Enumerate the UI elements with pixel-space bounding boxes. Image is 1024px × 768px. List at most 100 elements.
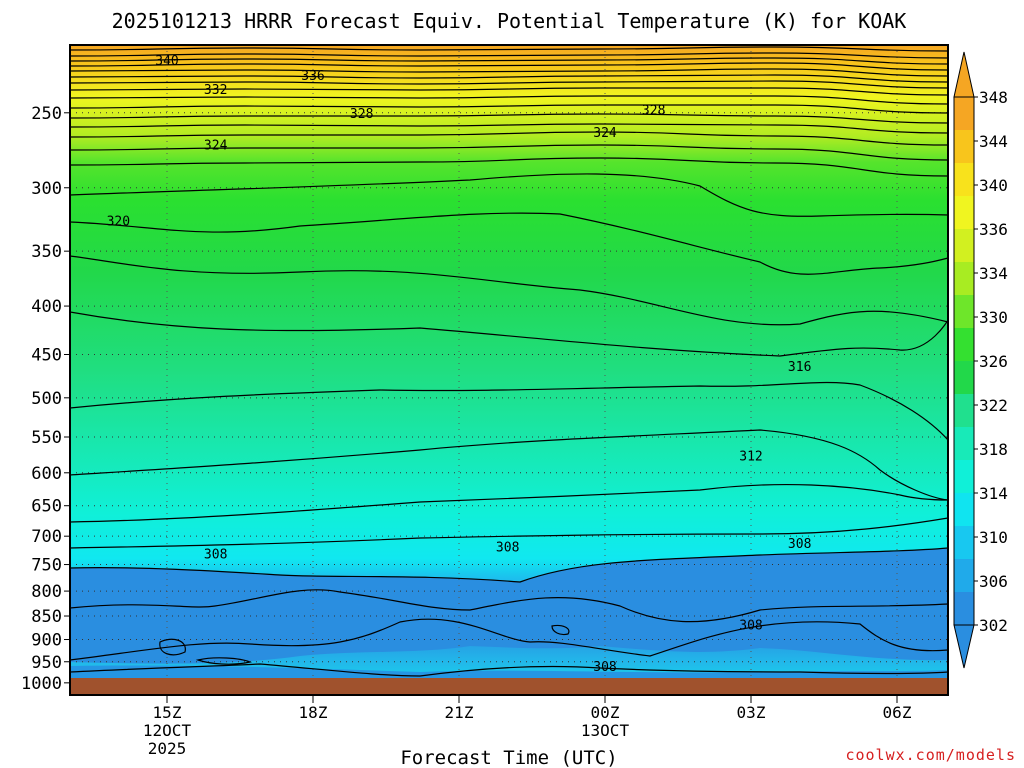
y-tick-label: 350: [31, 242, 62, 262]
contour-label: 340: [155, 54, 178, 69]
contour-label: 312: [739, 449, 762, 464]
contour-line: [70, 57, 948, 65]
contour-label: 336: [301, 69, 324, 84]
contour-line: [70, 80, 948, 89]
colorbar-label: 302: [979, 616, 1008, 635]
x-tick-sublabel: 2025: [148, 739, 187, 758]
contour-line: [70, 429, 948, 501]
contour-loop: [159, 638, 186, 656]
x-tick-label: 18Z: [299, 703, 328, 722]
contour-line: [70, 131, 948, 146]
y-tick-label: 450: [31, 345, 62, 365]
colorbar-segment: [954, 493, 974, 527]
contour-label: 308: [496, 541, 519, 556]
contour-line: [70, 483, 948, 523]
contour-line: [70, 589, 948, 623]
contour-label: 308: [593, 660, 616, 675]
colorbar-segment: [954, 97, 974, 131]
colorbar-segment: [954, 394, 974, 428]
low-theta-band: [70, 548, 948, 664]
x-tick-label: 00Z: [591, 703, 620, 722]
colorbar-segment: [954, 559, 974, 593]
y-tick-label: 600: [31, 464, 62, 484]
y-tick-label: 700: [31, 527, 62, 547]
contour-label: 324: [593, 126, 617, 141]
contour-loop: [195, 657, 253, 665]
contour-line: [70, 113, 948, 124]
colorbar: 348 344 340 336 334 330 326 322 318 314 310 306 302: [953, 51, 1008, 669]
colorbar-segment: [954, 592, 974, 626]
x-tick-sublabel: 13OCT: [581, 721, 630, 740]
contour-labels: 340 336 332 328 328 324 324 320 316 312 308 308 308 3…: [107, 54, 812, 675]
y-tick-label: 750: [31, 556, 62, 576]
contour-line: [70, 104, 948, 114]
contour-label: 308: [739, 619, 762, 634]
colorbar-segment: [954, 163, 974, 197]
colorbar-segment: [954, 460, 974, 494]
y-tick-label: 300: [31, 179, 62, 199]
colorbar-label: 322: [979, 396, 1008, 415]
contour-label: 320: [107, 215, 130, 230]
contour-line: [70, 311, 948, 357]
contour-line: [70, 212, 948, 275]
x-tick-label: 06Z: [883, 703, 912, 722]
colorbar-label: 326: [979, 352, 1008, 371]
y-axis: 250 300 350 400 450 500 550 600 650 700 750 800 850 9…: [21, 104, 70, 694]
y-tick-label: 500: [31, 389, 62, 409]
colorbar-segment: [954, 229, 974, 263]
y-tick-label: 400: [31, 297, 62, 317]
x-tick-label: 21Z: [445, 703, 474, 722]
colorbar-label: 310: [979, 528, 1008, 547]
colorbar-label: 344: [979, 132, 1008, 151]
colorbar-segment: [954, 427, 974, 461]
colorbar-label: 340: [979, 176, 1008, 195]
colorbar-top-arrow: [953, 51, 975, 98]
x-tick-label: 03Z: [737, 703, 766, 722]
colorbar-segment: [954, 196, 974, 230]
y-tick-label: 900: [31, 631, 62, 651]
contour-line: [70, 87, 948, 96]
y-tick-label: 250: [31, 104, 62, 124]
contour-line: [70, 95, 948, 105]
contour-label: 328: [642, 103, 665, 118]
colorbar-label: 348: [979, 88, 1008, 107]
contour-line: [70, 381, 948, 441]
colorbar-label: 306: [979, 572, 1008, 591]
chart-title: 2025101213 HRRR Forecast Equiv. Potentia…: [112, 9, 907, 33]
contour-line: [70, 157, 948, 177]
low-theta-surface: [70, 665, 948, 678]
x-tick-label: 15Z: [153, 703, 182, 722]
x-tick-sublabel: 12OCT: [143, 721, 192, 740]
contour-line: [70, 74, 948, 83]
contour-line: [70, 173, 948, 217]
plot-area: 340 336 332 328 328 324 324 320 316 312 308 308 308 3…: [70, 45, 948, 695]
contour-loop: [551, 624, 570, 636]
colorbar-segment: [954, 295, 974, 329]
contour-line: [70, 517, 948, 549]
colorbar-segment: [954, 130, 974, 164]
contour-line: [70, 123, 948, 134]
x-axis-label: Forecast Time (UTC): [400, 747, 617, 768]
contour-line: [70, 547, 948, 583]
contour-label: 308: [204, 547, 227, 562]
contour-line: [70, 68, 948, 77]
colorbar-segment: [954, 262, 974, 296]
contour-line: [70, 52, 948, 59]
contour-label: 332: [204, 83, 227, 98]
surface-ground: [70, 678, 948, 695]
y-tick-label: 850: [31, 607, 62, 627]
contour-line: [70, 46, 948, 52]
contour-label: 324: [204, 138, 228, 153]
y-tick-label: 800: [31, 582, 62, 602]
contour-line: [70, 255, 948, 326]
colorbar-bottom-arrow: [953, 624, 975, 669]
low-theta-regions: [70, 548, 948, 678]
colorbar-label: 314: [979, 484, 1008, 503]
contour-line: [70, 663, 948, 677]
contour-lines: [70, 46, 948, 677]
watermark: coolwx.com/models: [845, 746, 1016, 764]
colorbar-label: 336: [979, 220, 1008, 239]
y-tick-label: 650: [31, 497, 62, 517]
contour-label: 316: [788, 360, 811, 375]
